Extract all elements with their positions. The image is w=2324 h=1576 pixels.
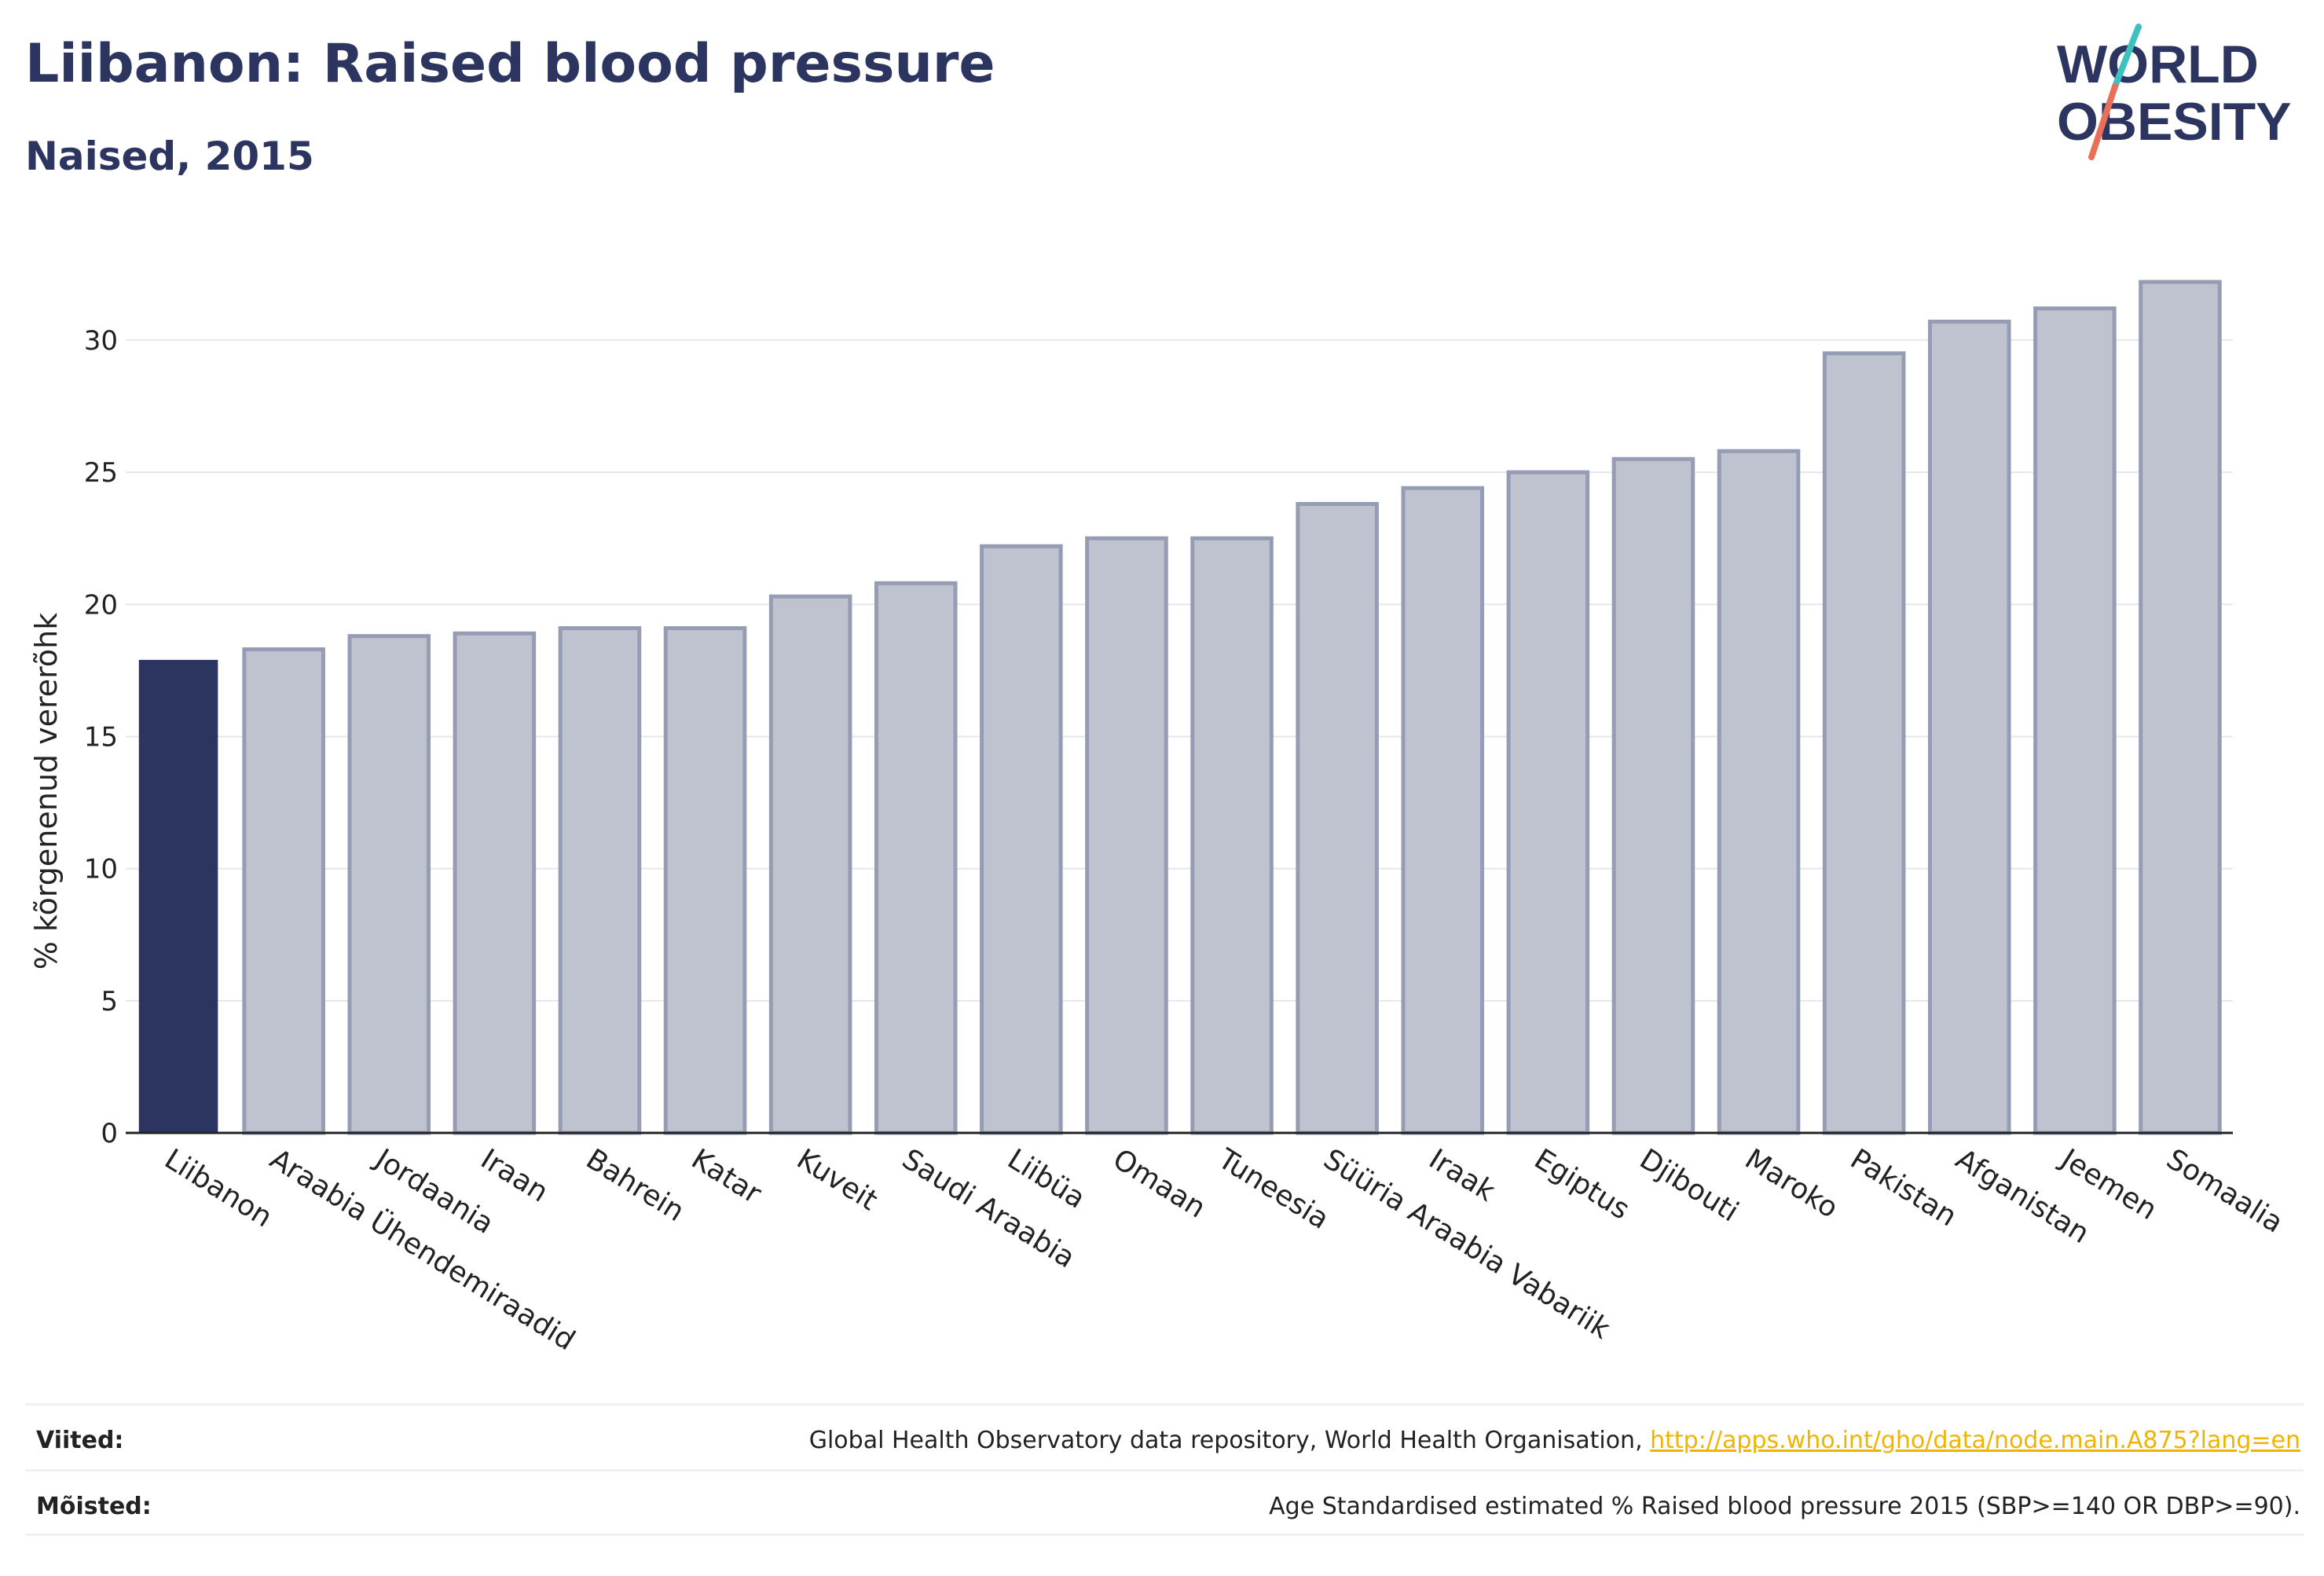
- chart-title: Liibanon: Raised blood pressure: [25, 33, 995, 95]
- x-tick-label: Saudi Araabia: [896, 1143, 1080, 1275]
- y-tick-label: 25: [84, 457, 118, 489]
- y-tick-label: 15: [84, 721, 118, 753]
- bar: [1296, 501, 1379, 1135]
- sources-label: Viited:: [36, 1427, 124, 1454]
- footer-divider-bottom: [25, 1534, 2304, 1536]
- bar: [980, 544, 1063, 1135]
- world-obesity-logo: WORLD OBESITY: [2057, 24, 2292, 160]
- y-tick-label: 20: [84, 589, 118, 621]
- bar: [1611, 456, 1695, 1135]
- bar: [663, 626, 747, 1135]
- x-tick-label: Iraak: [1423, 1143, 1501, 1208]
- definitions-label: Mõisted:: [36, 1493, 152, 1520]
- x-tick-label: Omaan: [1107, 1143, 1211, 1225]
- y-tick-label: 5: [101, 986, 118, 1017]
- bar: [347, 634, 431, 1135]
- x-tick-label: Bahrein: [581, 1143, 690, 1228]
- definitions-text: Age Standardised estimated % Raised bloo…: [1269, 1493, 2300, 1520]
- footer-divider-middle: [25, 1469, 2304, 1472]
- x-tick-label: Kuveit: [791, 1143, 883, 1217]
- chart-subtitle: Naised, 2015: [25, 134, 314, 179]
- bar: [1822, 351, 1906, 1135]
- sources-citation: Global Health Observatory data repositor…: [808, 1427, 1651, 1454]
- bar: [874, 581, 958, 1135]
- bar-highlighted: [138, 659, 218, 1133]
- x-tick-label: Liibüa: [1002, 1143, 1091, 1215]
- bar: [1190, 536, 1274, 1135]
- x-tick-label: Somaalia: [2161, 1143, 2289, 1240]
- sources-link[interactable]: http://apps.who.int/gho/data/node.main.A…: [1650, 1427, 2300, 1454]
- bar: [1717, 449, 1801, 1135]
- y-axis-label: % kõrgenenud vererõhk: [29, 613, 64, 970]
- sources-text: Global Health Observatory data repositor…: [809, 1427, 2300, 1454]
- bar-chart: 0 5 10 15 20 25 30 % kõrgenenud vererõhk Liibano…: [29, 280, 2289, 1357]
- bar: [1506, 470, 1590, 1135]
- bar: [1401, 486, 1485, 1135]
- bar: [2139, 280, 2222, 1135]
- bar: [2033, 306, 2117, 1135]
- y-tick-label: 30: [84, 325, 118, 357]
- logo-slash-teal: [2112, 24, 2142, 90]
- x-tick-label: Egiptus: [1529, 1143, 1635, 1226]
- x-tick-label: Katar: [686, 1143, 767, 1211]
- x-tick-label: Iraan: [475, 1143, 554, 1209]
- x-tick-label: Djibouti: [1634, 1143, 1744, 1229]
- logo-line1: WORLD: [2057, 35, 2259, 94]
- bar: [242, 647, 325, 1135]
- bar: [1927, 319, 2011, 1135]
- bar: [453, 631, 537, 1135]
- bar: [558, 626, 642, 1135]
- bar: [768, 594, 852, 1135]
- y-tick-label: 10: [84, 854, 118, 885]
- footer-divider-top: [25, 1403, 2304, 1406]
- x-tick-label: Liibanon: [159, 1143, 277, 1234]
- logo-slash-coral: [2088, 83, 2118, 160]
- x-tick-label: Pakistan: [1845, 1143, 1963, 1233]
- x-tick-label: Maroko: [1739, 1143, 1844, 1225]
- bar: [1085, 536, 1168, 1135]
- y-tick-label: 0: [101, 1118, 118, 1149]
- x-tick-label: Tuneesia: [1211, 1142, 1334, 1236]
